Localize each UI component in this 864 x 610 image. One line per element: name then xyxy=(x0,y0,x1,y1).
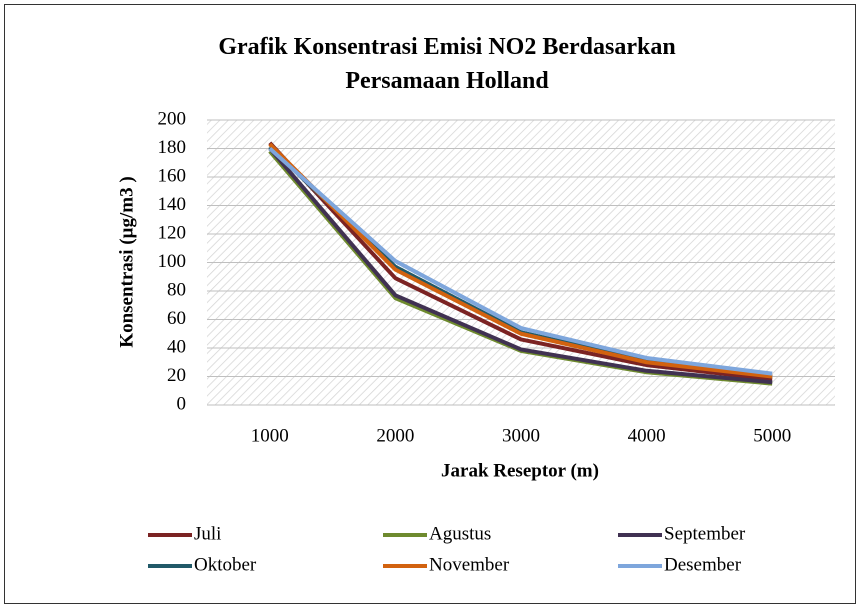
x-tick-label: 1000 xyxy=(251,425,289,446)
x-tick-label: 3000 xyxy=(502,425,540,446)
y-tick-label: 120 xyxy=(158,222,187,243)
legend-label: Oktober xyxy=(194,554,257,575)
legend-label: September xyxy=(664,523,746,544)
series-line xyxy=(268,141,773,382)
y-tick-label: 200 xyxy=(158,108,187,129)
legend-label: November xyxy=(429,554,510,575)
legend-label: Desember xyxy=(664,554,742,575)
y-tick-label: 140 xyxy=(158,194,187,215)
y-axis-label: Konsentrasi (µg/m3 ) xyxy=(116,176,137,347)
x-tick-label: 4000 xyxy=(628,425,666,446)
x-tick-label: 5000 xyxy=(753,425,791,446)
series-line xyxy=(268,142,773,379)
y-tick-label: 160 xyxy=(158,165,187,186)
y-tick-label: 100 xyxy=(158,251,187,272)
x-tick-label: 2000 xyxy=(376,425,414,446)
legend-label: Agustus xyxy=(429,523,491,544)
chart-title: Grafik Konsentrasi Emisi NO2 Berdasarkan… xyxy=(218,34,676,94)
x-axis-label: Jarak Reseptor (m) xyxy=(441,460,599,481)
y-tick-label: 40 xyxy=(167,336,186,357)
y-tick-label: 80 xyxy=(167,279,186,300)
y-tick-label: 0 xyxy=(177,393,187,414)
legend-label: Juli xyxy=(194,523,221,544)
series-line xyxy=(268,147,773,376)
series-line xyxy=(268,147,773,385)
frame xyxy=(4,4,856,604)
y-tick-label: 60 xyxy=(167,308,186,329)
y-tick-label: 20 xyxy=(167,365,186,386)
y-tick-label: 180 xyxy=(158,137,187,158)
